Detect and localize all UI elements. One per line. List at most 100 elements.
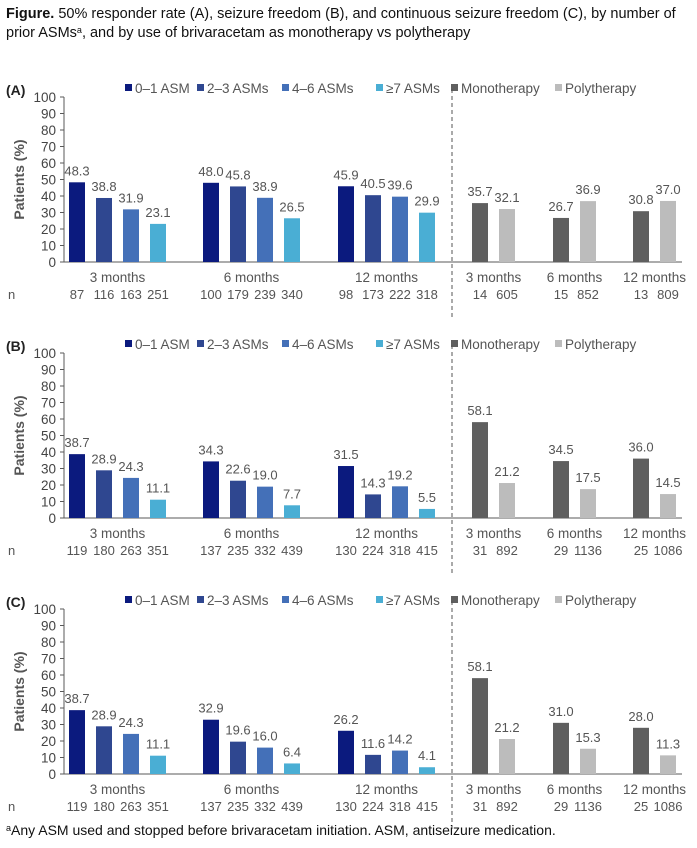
caption-bold: Figure. xyxy=(6,6,55,22)
data-label: 17.5 xyxy=(575,470,600,485)
bar-4-6-asms-3-months xyxy=(123,209,139,262)
legend-label-4-6-asms: 4–6 ASMs xyxy=(292,593,354,608)
bar-2-3-asms-6-months xyxy=(230,480,246,518)
legend-label-4-6-asms: 4–6 ASMs xyxy=(292,81,354,96)
bar-4-6-asms-3-months xyxy=(123,477,139,518)
x-category-label: 3 months xyxy=(466,526,522,541)
y-tick-label: 0 xyxy=(48,255,56,270)
y-tick-label: 90 xyxy=(41,363,56,378)
data-label: 14.5 xyxy=(655,475,680,490)
caption-text-end: , and by use of brivaracetam as monother… xyxy=(81,25,471,41)
data-label: 30.8 xyxy=(628,192,653,207)
data-label: 24.3 xyxy=(118,715,143,730)
n-value: 31 xyxy=(473,799,487,814)
bar-2-3-asms-3-months xyxy=(96,726,112,774)
n-value: 173 xyxy=(362,287,384,302)
data-label: 38.9 xyxy=(252,179,277,194)
data-label: 5.5 xyxy=(418,490,436,505)
n-value: 1136 xyxy=(574,543,602,558)
x-category-label: 12 months xyxy=(623,526,686,541)
data-label: 34.5 xyxy=(548,442,573,457)
bar-polytherapy-12-months xyxy=(660,755,676,774)
n-value: 25 xyxy=(634,543,648,558)
y-tick-label: 40 xyxy=(41,445,56,460)
x-category-label: 6 months xyxy=(224,526,280,541)
bar-polytherapy-12-months xyxy=(660,200,676,262)
legend-swatch-4-6-asms xyxy=(282,596,289,603)
n-value: 1086 xyxy=(654,799,683,814)
n-value: 98 xyxy=(339,287,353,302)
bar-polytherapy-12-months xyxy=(660,494,676,518)
n-label: n xyxy=(8,543,15,558)
bar-monotherapy-12-months xyxy=(633,458,649,518)
legend-label-monotherapy: Monotherapy xyxy=(461,81,540,96)
y-tick-label: 30 xyxy=(41,718,56,733)
bar-0-1-asm-6-months xyxy=(203,461,219,518)
x-category-label: 12 months xyxy=(355,270,418,285)
bar-0-1-asm-12-months xyxy=(338,730,354,774)
y-tick-label: 20 xyxy=(41,734,56,749)
data-label: 29.9 xyxy=(414,194,439,209)
data-label: 11.3 xyxy=(656,736,680,751)
x-category-label: 6 months xyxy=(547,782,603,797)
bar-4-6-asms-3-months xyxy=(123,733,139,774)
data-label: 48.0 xyxy=(198,164,223,179)
bar-2-3-asms-12-months xyxy=(365,754,381,774)
x-category-label: 3 months xyxy=(466,782,522,797)
data-label: 21.2 xyxy=(494,720,519,735)
chart-panel-c: (C) 0–1 ASM 2–3 ASMs 4–6 ASMs ≥7 ASMs Monothe… xyxy=(6,593,686,830)
bar-4-6-asms-12-months xyxy=(392,486,408,518)
n-label: n xyxy=(8,287,15,302)
bar-0-1-asm-12-months xyxy=(338,466,354,518)
data-label: 14.2 xyxy=(387,732,412,747)
bar-ge7-asms-3-months xyxy=(150,223,166,262)
legend-label-0-1-asm: 0–1 ASM xyxy=(135,81,190,96)
bar-2-3-asms-6-months xyxy=(230,741,246,774)
x-category-label: 12 months xyxy=(355,782,418,797)
n-value: 605 xyxy=(496,287,518,302)
bar-monotherapy-12-months xyxy=(633,211,649,262)
n-value: 130 xyxy=(335,543,357,558)
legend-swatch-0-1-asm xyxy=(125,340,132,347)
n-value: 239 xyxy=(254,287,276,302)
y-tick-label: 100 xyxy=(33,90,56,105)
n-value: 87 xyxy=(70,287,84,302)
data-label: 28.9 xyxy=(91,451,116,466)
footnote-text: Any ASM used and stopped before brivarac… xyxy=(11,822,556,838)
data-label: 31.0 xyxy=(548,704,573,719)
y-tick-label: 20 xyxy=(41,222,56,237)
bar-0-1-asm-3-months xyxy=(69,454,85,518)
x-category-label: 3 months xyxy=(90,782,146,797)
bar-2-3-asms-3-months xyxy=(96,197,112,262)
n-value: 892 xyxy=(496,799,518,814)
data-label: 35.7 xyxy=(467,184,492,199)
y-tick-label: 80 xyxy=(41,123,56,138)
data-label: 39.6 xyxy=(387,178,412,193)
y-tick-label: 0 xyxy=(48,767,56,782)
y-tick-label: 70 xyxy=(41,396,56,411)
y-tick-label: 40 xyxy=(41,189,56,204)
data-label: 7.7 xyxy=(283,486,301,501)
n-value: 31 xyxy=(473,543,487,558)
y-tick-label: 50 xyxy=(41,685,56,700)
data-label: 38.7 xyxy=(64,435,89,450)
legend-label-polytherapy: Polytherapy xyxy=(565,81,637,96)
legend-label-2-3-asms: 2–3 ASMs xyxy=(207,81,269,96)
data-label: 19.0 xyxy=(252,468,277,483)
bar-4-6-asms-6-months xyxy=(257,486,273,518)
y-tick-label: 70 xyxy=(41,140,56,155)
bar-monotherapy-3-months xyxy=(472,203,488,262)
data-label: 31.9 xyxy=(118,190,143,205)
n-value: 318 xyxy=(389,543,411,558)
data-label: 58.1 xyxy=(467,403,492,418)
y-tick-label: 60 xyxy=(41,412,56,427)
n-value: 1136 xyxy=(574,799,602,814)
figure-caption: Figure. 50% responder rate (A), seizure … xyxy=(6,5,691,43)
x-category-label: 3 months xyxy=(90,270,146,285)
data-label: 28.0 xyxy=(628,709,653,724)
y-tick-label: 20 xyxy=(41,478,56,493)
legend-label-ge7-asms: ≥7 ASMs xyxy=(386,81,440,96)
y-tick-label: 70 xyxy=(41,652,56,667)
n-value: 415 xyxy=(416,543,438,558)
legend-swatch-2-3-asms xyxy=(197,596,204,603)
